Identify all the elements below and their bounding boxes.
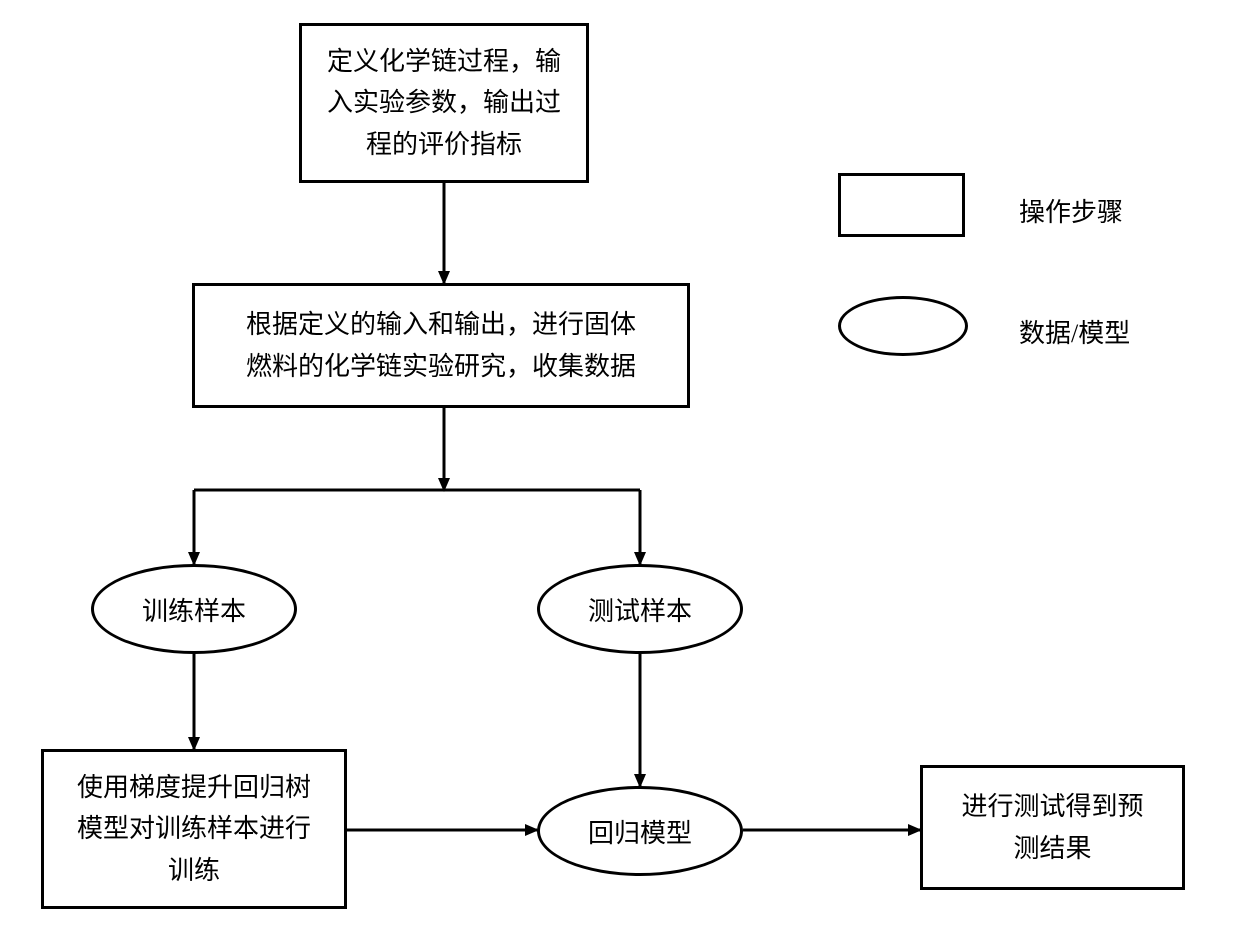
node-text: 测试样本 xyxy=(588,591,692,628)
node-predict-result: 进行测试得到预测结果 xyxy=(920,765,1185,890)
node-experiment-collect: 根据定义的输入和输出，进行固体燃料的化学链实验研究，收集数据 xyxy=(192,283,690,408)
node-text: 回归模型 xyxy=(588,813,692,850)
legend-rect-symbol xyxy=(838,173,965,237)
node-define-process: 定义化学链过程，输入实验参数，输出过程的评价指标 xyxy=(299,23,589,183)
flowchart-canvas: 定义化学链过程，输入实验参数，输出过程的评价指标 根据定义的输入和输出，进行固体… xyxy=(0,0,1239,941)
legend-ellipse-label: 数据/模型 xyxy=(1019,313,1130,350)
node-test-samples: 测试样本 xyxy=(537,564,743,654)
node-train-gbrt: 使用梯度提升回归树模型对训练样本进行训练 xyxy=(41,749,347,909)
node-training-samples: 训练样本 xyxy=(91,564,297,654)
node-regression-model: 回归模型 xyxy=(537,786,743,876)
node-text: 训练样本 xyxy=(142,591,246,628)
node-text: 根据定义的输入和输出，进行固体燃料的化学链实验研究，收集数据 xyxy=(246,304,636,387)
legend-rect-label: 操作步骤 xyxy=(1019,192,1123,229)
legend-ellipse-symbol xyxy=(838,296,968,356)
node-text: 定义化学链过程，输入实验参数，输出过程的评价指标 xyxy=(327,41,561,166)
node-text: 进行测试得到预测结果 xyxy=(961,786,1143,869)
node-text: 使用梯度提升回归树模型对训练样本进行训练 xyxy=(77,767,311,892)
